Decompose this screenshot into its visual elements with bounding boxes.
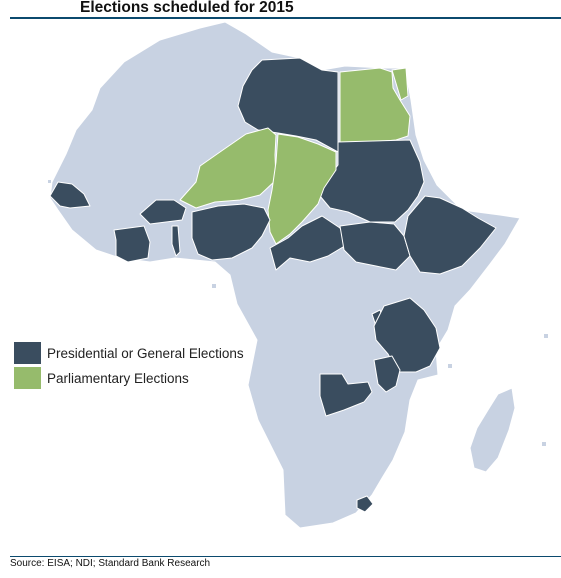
map-title: Elections scheduled for 2015: [80, 0, 294, 16]
zambia: [319, 373, 373, 417]
ethiopia: [403, 195, 497, 275]
libya: [237, 57, 339, 153]
mauritius-island: [542, 442, 546, 446]
legend-item-parliamentary: Parliamentary Elections: [14, 367, 189, 389]
burkina-faso: [139, 199, 187, 225]
legend-swatch-parliamentary: [14, 367, 41, 389]
malawi: [373, 355, 401, 393]
legend-label-parliamentary: Parliamentary Elections: [47, 370, 189, 386]
madagascar: [469, 387, 516, 473]
sao-tome-island: [212, 284, 216, 288]
legend-label-presidential: Presidential or General Elections: [47, 345, 244, 361]
tanzania: [373, 297, 441, 373]
source-note: Source: EISA; NDI; Standard Bank Researc…: [10, 558, 211, 569]
nigeria: [191, 203, 271, 261]
source-rule: [10, 556, 561, 557]
cape-verde-islands: [48, 180, 51, 183]
lesotho: [356, 495, 374, 513]
africa-map: [48, 21, 548, 529]
chad: [267, 133, 337, 245]
seychelles-islands: [544, 334, 548, 338]
legend-swatch-presidential: [14, 342, 41, 364]
egypt-sinai: [391, 67, 409, 101]
comoros-islands: [448, 364, 452, 368]
cote-divoire: [113, 225, 151, 263]
title-rule: [10, 17, 561, 19]
niger: [179, 127, 277, 209]
senegal-gambia: [49, 181, 91, 209]
legend-item-presidential: Presidential or General Elections: [14, 342, 244, 364]
south-sudan: [339, 221, 411, 271]
togo: [171, 225, 181, 257]
